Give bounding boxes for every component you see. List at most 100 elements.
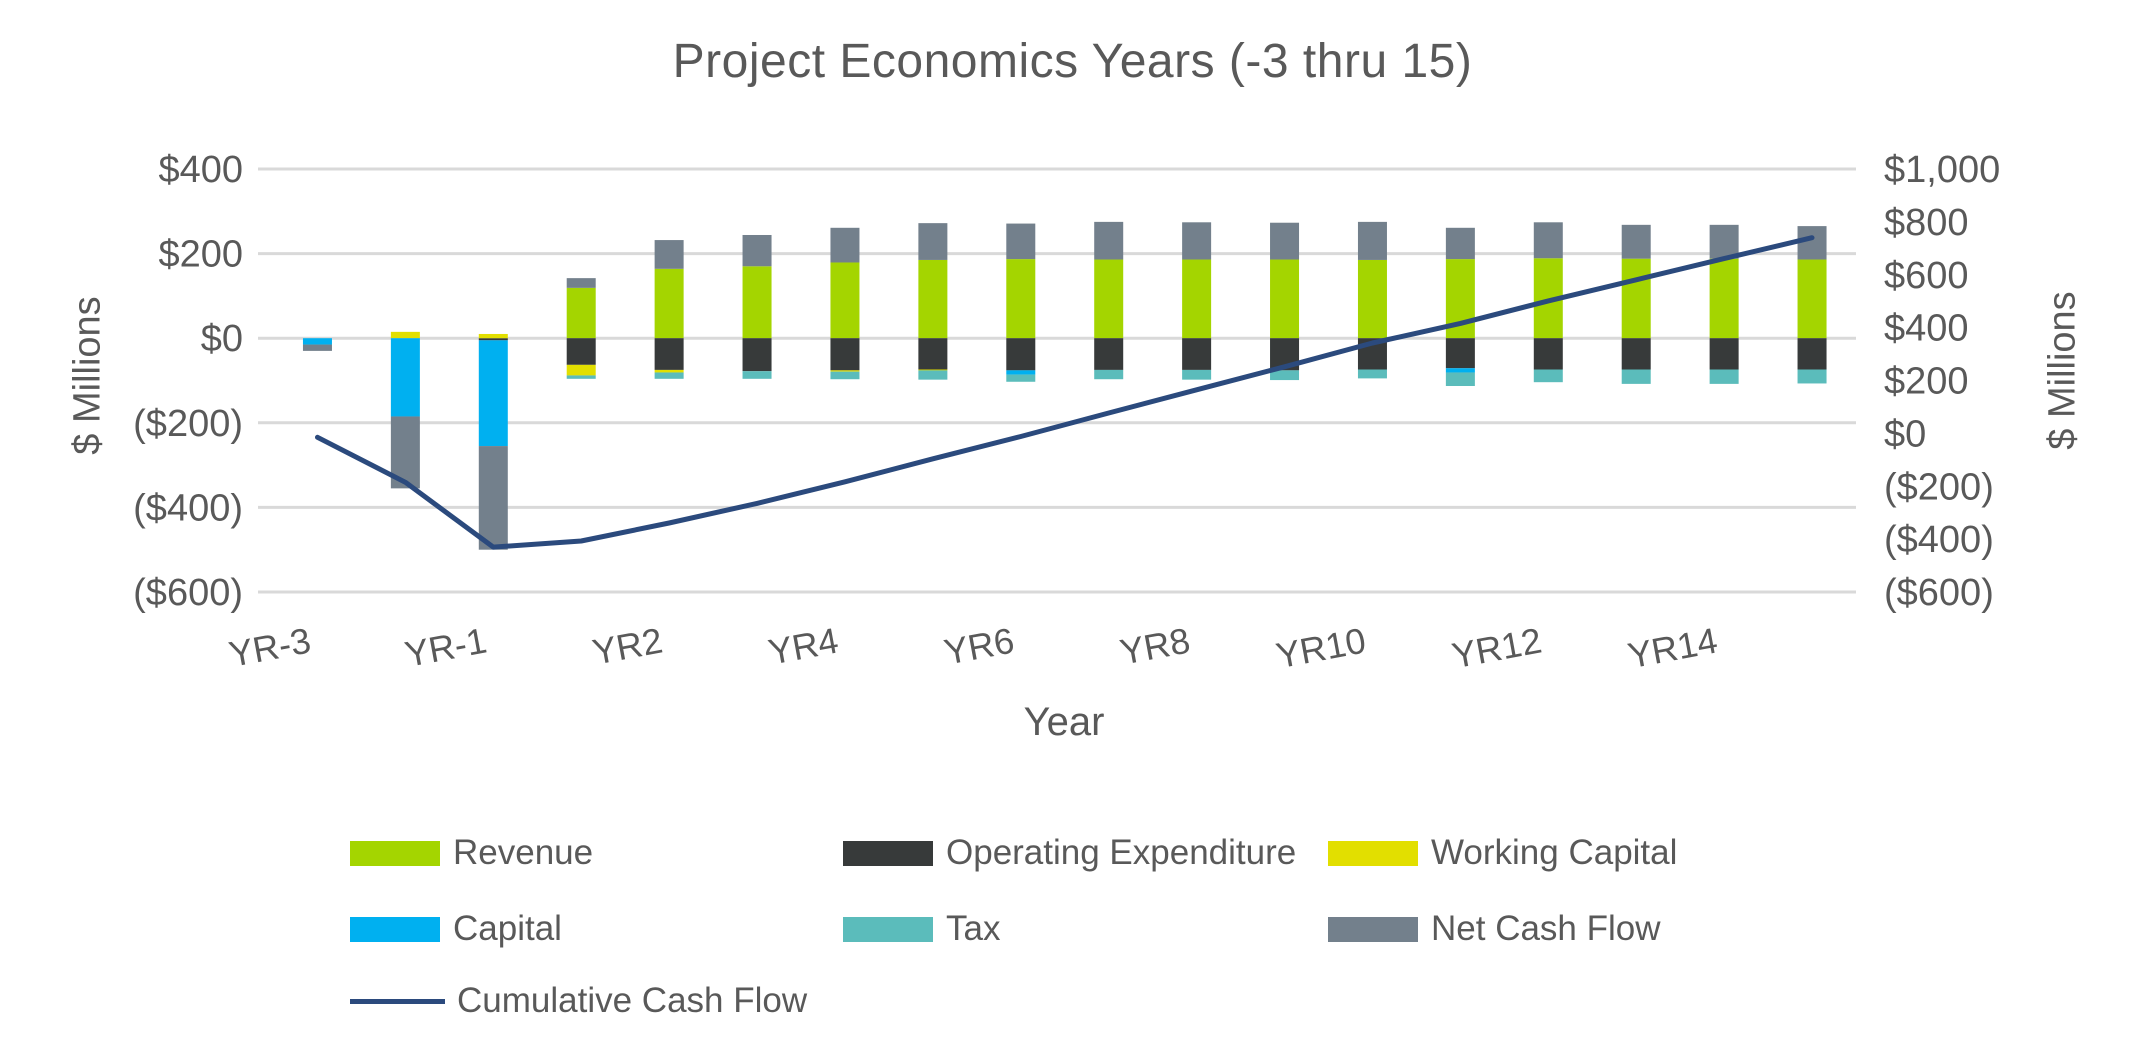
bar-tax-yr5	[918, 370, 948, 380]
bar-operating-expenditure-yr6	[1006, 338, 1036, 371]
bar-operating-expenditure-yr5	[918, 338, 948, 370]
bar-net-cash-flow-yr9	[1270, 222, 1300, 260]
x-axis-tick-label: YR2	[589, 620, 665, 673]
bar-revenue-yr7	[1094, 259, 1124, 339]
bar-revenue-yr3	[742, 266, 772, 339]
net-cash-flow-swatch	[1328, 916, 1418, 942]
left-axis-tick-label: ($600)	[133, 572, 243, 614]
bar-capital-yr-3	[302, 338, 332, 345]
bar-revenue-yr13	[1621, 258, 1651, 339]
bar-operating-expenditure-yr11	[1445, 338, 1475, 369]
bar-tax-yr6	[1006, 374, 1036, 382]
bar-revenue-yr1	[566, 287, 596, 339]
bar-net-cash-flow-yr12	[1533, 222, 1563, 259]
bar-tax-yr8	[1182, 369, 1212, 380]
legend-item-net-cash-flow: Net Cash Flow	[1328, 909, 1661, 949]
bar-net-cash-flow-yr10	[1357, 221, 1387, 260]
x-axis-tick-label: YR6	[941, 620, 1017, 673]
legend-item-working-capital: Working Capital	[1328, 833, 1677, 873]
right-axis-tick-label: $1,000	[1884, 149, 2000, 191]
bar-working-capital-yr4	[830, 370, 860, 372]
tax-swatch	[843, 916, 933, 942]
bar-net-cash-flow-yr1	[566, 278, 596, 288]
bar-tax-yr14	[1709, 369, 1739, 384]
bar-tax-yr2	[654, 372, 684, 379]
x-axis-tick-label: YR-1	[402, 620, 490, 675]
plot-area: $400 $200 $0 ($200) ($400) ($600) $1,000 $800 $6…	[133, 149, 2000, 677]
right-axis-tick-label: $400	[1884, 308, 1969, 350]
x-axis-tick-label: YR10	[1273, 620, 1369, 677]
bar-tax-yr4	[830, 371, 860, 380]
x-axis-tick-label: YR14	[1625, 620, 1721, 677]
bar-operating-expenditure-yr14	[1709, 338, 1739, 370]
bar-net-cash-flow-yr15	[1797, 226, 1827, 260]
bar-tax-yr12	[1533, 369, 1563, 383]
bar-capital-yr11	[1445, 368, 1475, 373]
revenue-swatch	[350, 840, 440, 866]
x-axis-tick-label: YR4	[765, 620, 841, 673]
legend-item-revenue: Revenue	[350, 833, 593, 873]
bar-net-cash-flow-yr7	[1094, 221, 1124, 260]
bar-operating-expenditure-yr3	[742, 338, 772, 372]
bar-net-cash-flow-yr-1	[478, 446, 508, 550]
x-axis-tick-label: YR12	[1449, 620, 1545, 677]
bar-working-capital-yr-1	[478, 333, 508, 339]
bar-operating-expenditure-yr15	[1797, 338, 1827, 370]
bar-revenue-yr5	[918, 259, 948, 339]
bar-revenue-yr8	[1182, 259, 1212, 339]
right-axis-tick-label: $600	[1884, 255, 1969, 297]
bar-working-capital-yr2	[654, 369, 684, 373]
legend-label: Revenue	[453, 833, 594, 872]
left-axis-tick-label: ($200)	[133, 403, 243, 445]
right-axis-tick-label: $800	[1884, 202, 1969, 244]
bar-tax-yr1	[566, 375, 596, 379]
bar-tax-yr7	[1094, 369, 1124, 380]
right-axis-tick-label: $0	[1884, 413, 1926, 455]
bar-operating-expenditure-yr-1	[478, 338, 508, 341]
bar-tax-yr3	[742, 371, 772, 379]
cumulative-cash-flow-line	[315, 235, 1815, 550]
legend-item-cumulative-cash-flow: Cumulative Cash Flow	[350, 981, 807, 1021]
right-axis-tick-label: ($400)	[1884, 519, 1994, 561]
left-axis-tick-label: $200	[158, 234, 243, 276]
bar-revenue-yr10	[1357, 259, 1387, 339]
chart-title: Project Economics Years (-3 thru 15)	[672, 35, 1473, 88]
x-axis-title: Year	[1023, 700, 1105, 744]
legend-label: Working Capital	[1431, 833, 1678, 872]
right-axis-tick-label: $200	[1884, 361, 1969, 403]
bar-revenue-yr15	[1797, 259, 1827, 339]
bar-operating-expenditure-yr8	[1182, 338, 1212, 370]
bar-operating-expenditure-yr2	[654, 338, 684, 370]
bar-revenue-yr9	[1270, 259, 1300, 339]
bar-tax-yr15	[1797, 369, 1827, 384]
legend-label: Tax	[946, 909, 1001, 948]
right-axis-tick-label: ($600)	[1884, 572, 1994, 614]
bar-operating-expenditure-yr13	[1621, 338, 1651, 370]
bar-tax-yr11	[1445, 372, 1475, 386]
legend-item-capital: Capital	[350, 909, 562, 949]
bar-tax-yr10	[1357, 369, 1387, 379]
bar-tax-yr13	[1621, 369, 1651, 384]
bar-net-cash-flow-yr3	[742, 234, 772, 267]
bar-net-cash-flow-yr2	[654, 240, 684, 269]
bar-revenue-yr4	[830, 262, 860, 339]
bar-net-cash-flow-yr-3	[302, 344, 332, 351]
x-axis-tick-label: YR-3	[226, 620, 314, 675]
bar-capital-yr-2	[390, 338, 420, 417]
capital-swatch	[350, 916, 440, 942]
bar-net-cash-flow-yr5	[918, 223, 948, 260]
bar-revenue-yr6	[1006, 259, 1036, 339]
legend-label: Capital	[453, 909, 562, 948]
bar-tax-yr9	[1270, 370, 1300, 381]
left-axis-title: $ Millions	[66, 296, 109, 455]
bar-operating-expenditure-yr7	[1094, 338, 1124, 370]
bar-revenue-yr14	[1709, 258, 1739, 339]
working-capital-swatch	[1328, 840, 1418, 866]
legend-label: Operating Expenditure	[946, 833, 1297, 872]
operating-expenditure-swatch	[843, 840, 933, 866]
bar-net-cash-flow-yr11	[1445, 227, 1475, 260]
bar-revenue-yr2	[654, 268, 684, 339]
bar-operating-expenditure-yr12	[1533, 338, 1563, 370]
legend-label: Cumulative Cash Flow	[457, 981, 808, 1020]
